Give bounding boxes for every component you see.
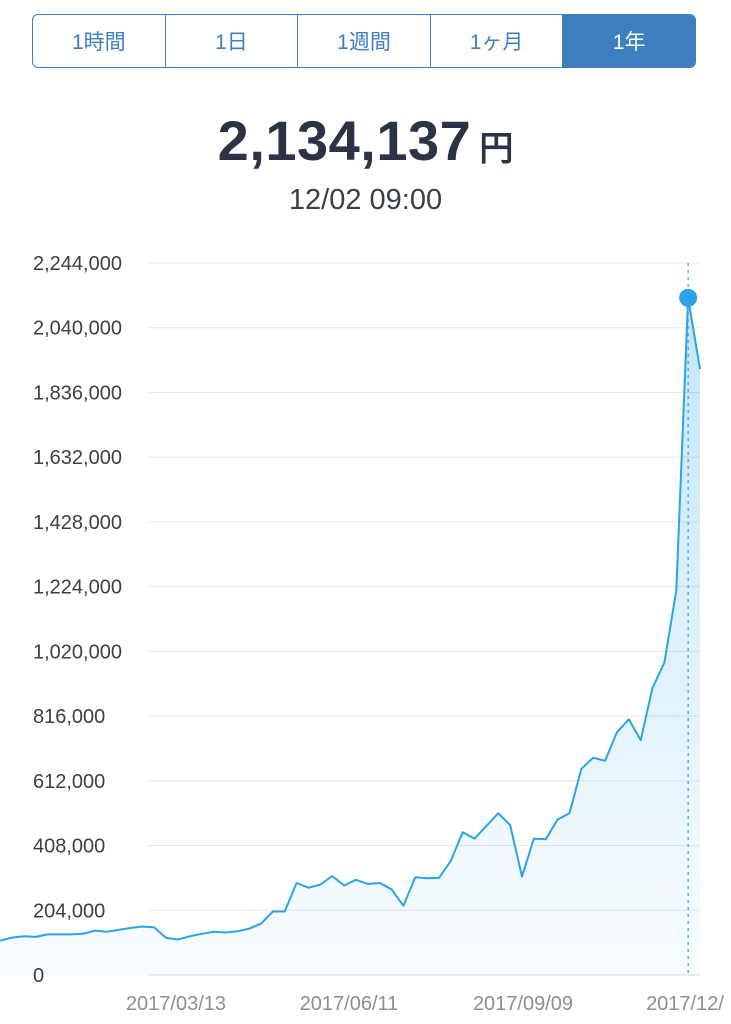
x-tick-label: 2017/03/13 <box>126 993 226 1015</box>
y-tick-label: 1,632,000 <box>33 447 122 469</box>
tab-1month[interactable]: 1ヶ月 <box>431 15 564 67</box>
price-value: 2,134,137 <box>217 109 472 172</box>
y-tick-label: 0 <box>33 965 44 987</box>
y-tick-label: 204,000 <box>33 900 105 922</box>
period-tabs: 1時間 1日 1週間 1ヶ月 1年 <box>32 14 696 68</box>
y-tick-label: 1,428,000 <box>33 512 122 534</box>
tab-1year[interactable]: 1年 <box>563 15 695 67</box>
y-tick-label: 2,040,000 <box>33 318 122 340</box>
price-area <box>0 297 700 975</box>
y-tick-label: 408,000 <box>33 836 105 858</box>
x-tick-label: 2017/12/ <box>646 993 724 1015</box>
tab-1day[interactable]: 1日 <box>166 15 299 67</box>
price-unit: 円 <box>479 130 514 168</box>
y-tick-label: 612,000 <box>33 771 105 793</box>
tab-1hour[interactable]: 1時間 <box>33 15 166 67</box>
y-tick-label: 2,244,000 <box>33 253 122 275</box>
x-tick-label: 2017/06/11 <box>300 993 399 1015</box>
y-tick-label: 1,020,000 <box>33 641 122 663</box>
price-line <box>0 296 701 942</box>
highlight-point[interactable] <box>679 288 698 307</box>
x-tick-label: 2017/09/09 <box>473 993 573 1015</box>
y-tick-label: 1,836,000 <box>33 382 122 404</box>
tab-1week[interactable]: 1週間 <box>298 15 431 67</box>
current-price: 2,134,137 円 <box>0 108 731 173</box>
price-timestamp: 12/02 09:00 <box>288 184 443 216</box>
y-tick-label: 1,224,000 <box>33 577 122 599</box>
y-tick-label: 816,000 <box>33 706 105 728</box>
